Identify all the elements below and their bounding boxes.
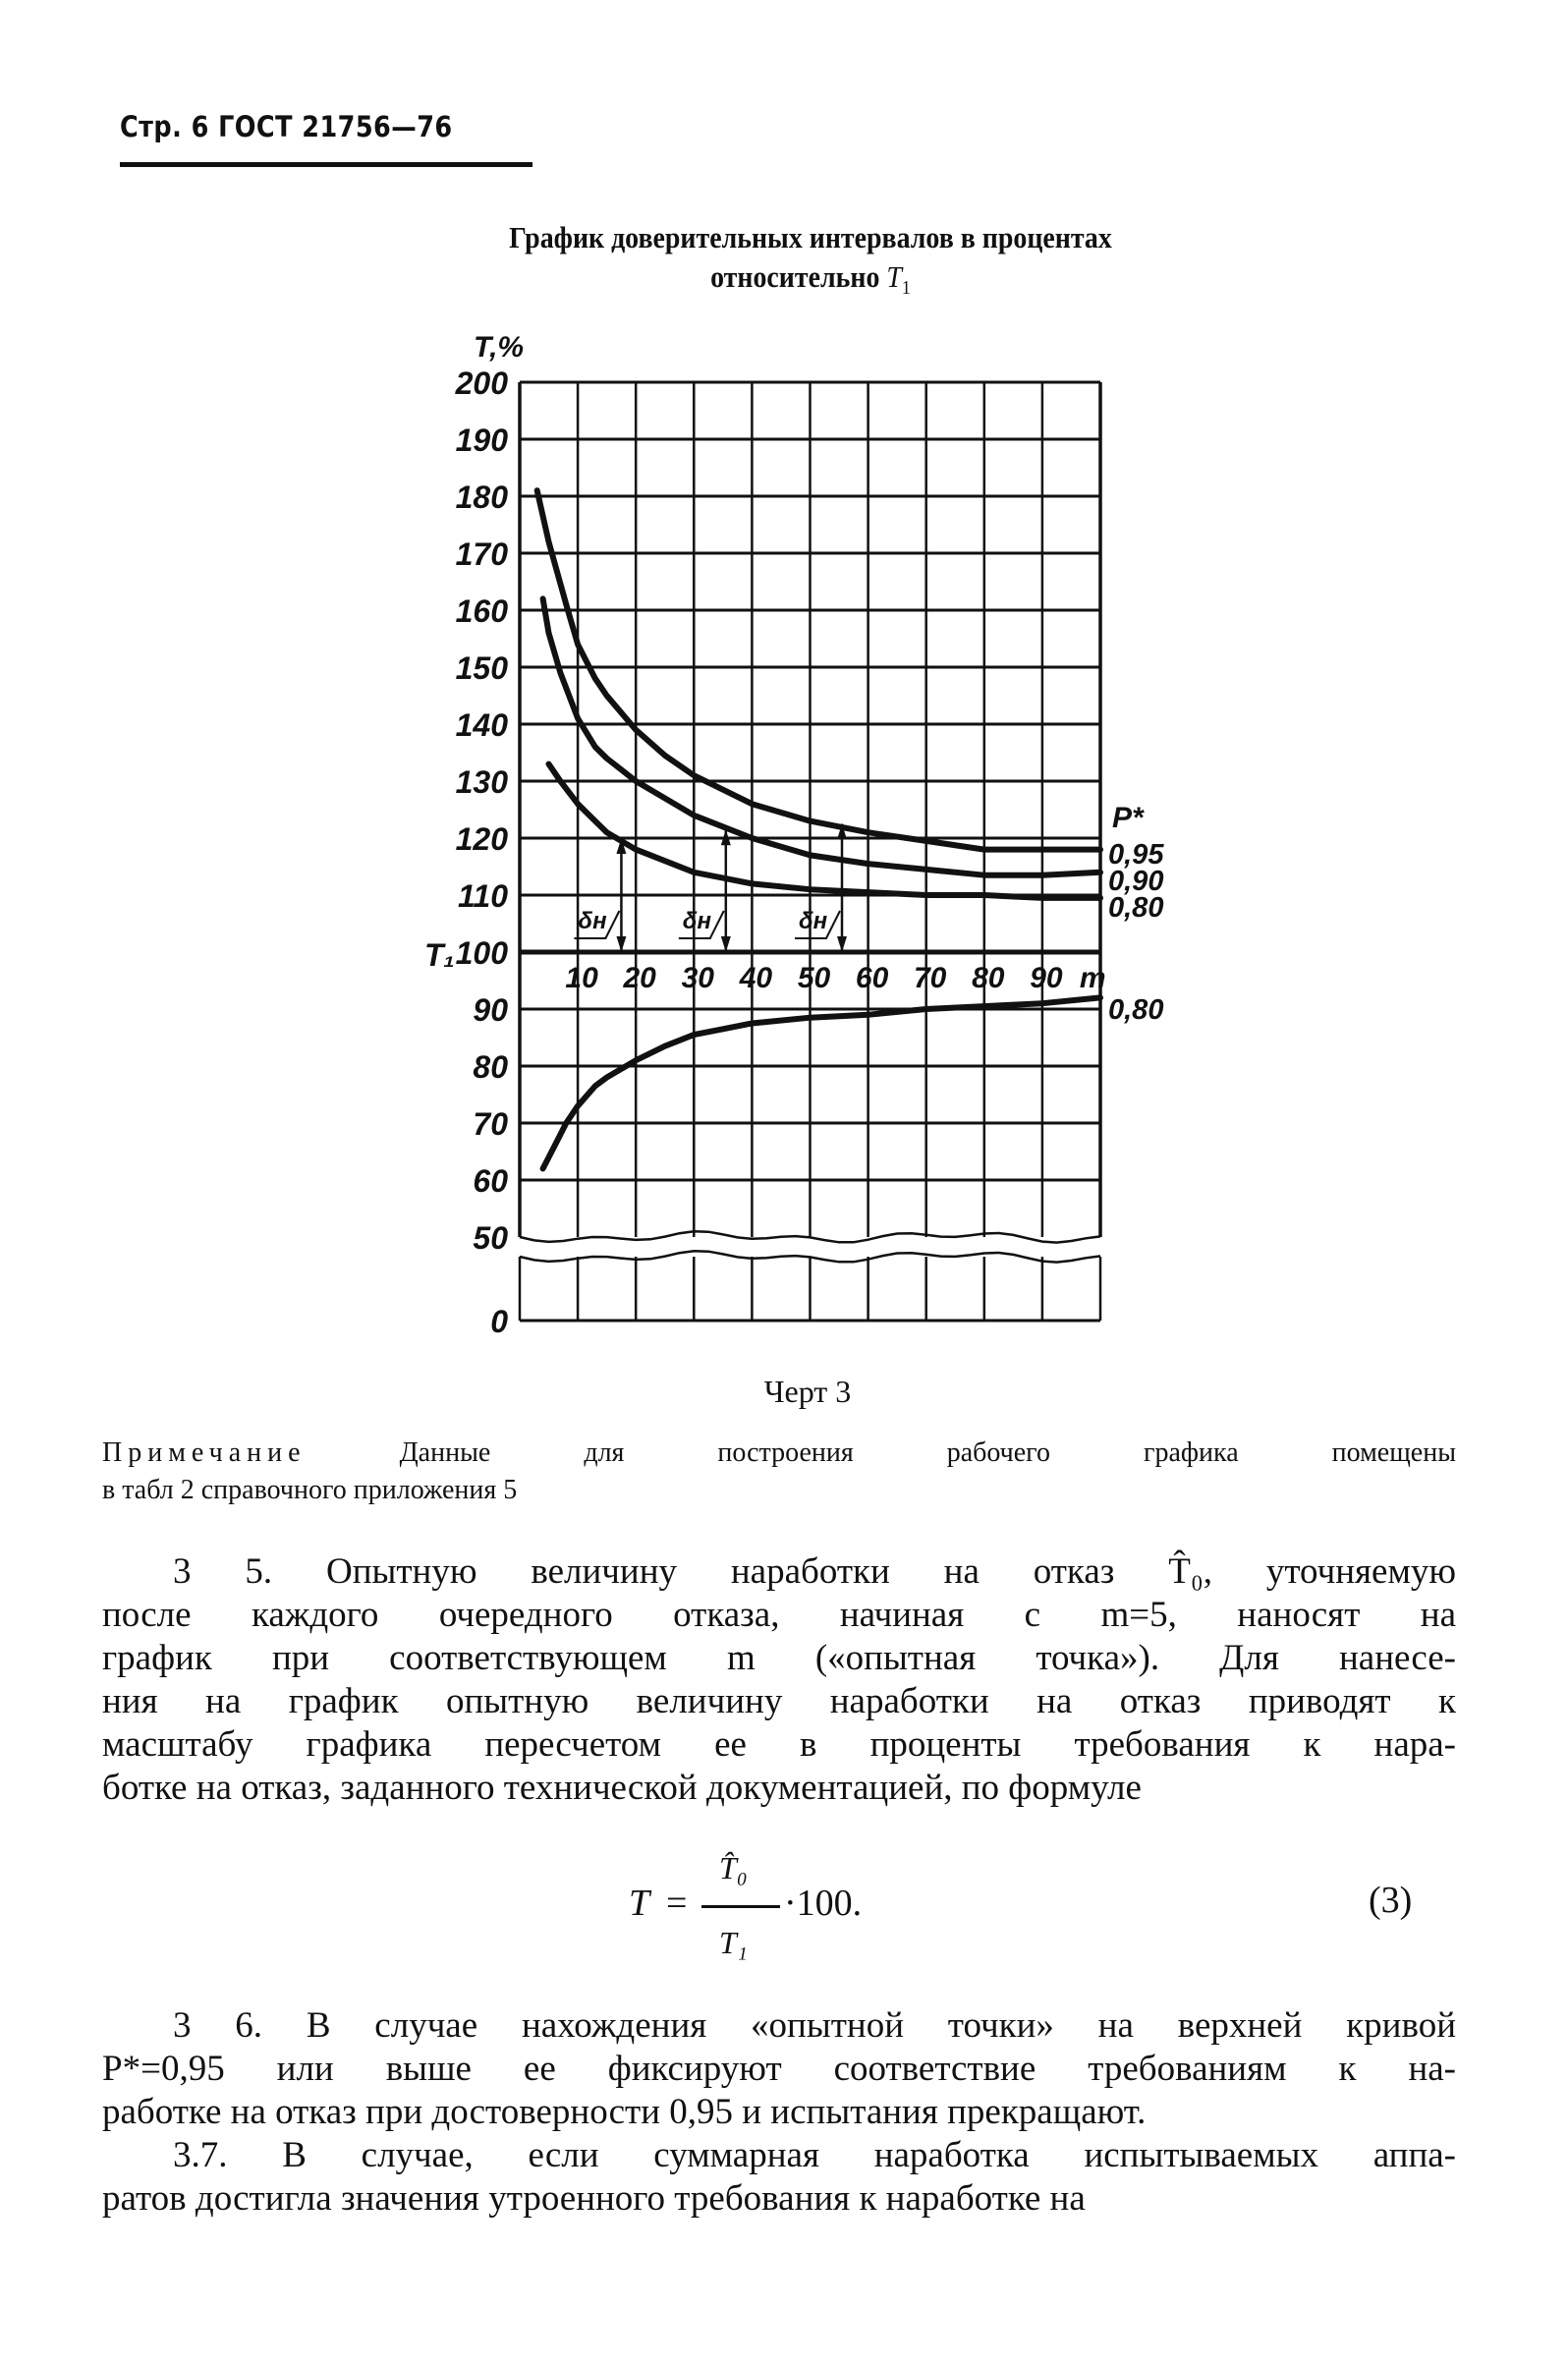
series-curve-2 bbox=[545, 760, 1103, 901]
delta-label: δн bbox=[799, 908, 828, 934]
paragraph-3-5: 3 5. Опытную величину наработки на отказ… bbox=[102, 1550, 1456, 1810]
x-tick-label: 10 bbox=[565, 962, 598, 994]
y-tick-label: 80 bbox=[473, 1049, 508, 1085]
arrowhead-up bbox=[837, 823, 848, 840]
paragraph-3-7: 3.7. В случае, если суммарная наработка … bbox=[102, 2134, 1456, 2221]
chart-title-line1: График доверительных интервалов в процен… bbox=[509, 220, 1112, 254]
series-label: 0,80 bbox=[1108, 892, 1163, 924]
formula-3: T = T̂₀ T₁ ·100. bbox=[629, 1842, 963, 1990]
y-tick-label: 120 bbox=[456, 821, 509, 857]
equation-number: (3) bbox=[1369, 1880, 1413, 1921]
axis-break-wave bbox=[519, 1249, 1101, 1264]
text-line: после каждого очередного отказа, начиная… bbox=[102, 1595, 1456, 1635]
note-line: Примечание Данные для построения рабочег… bbox=[102, 1435, 1456, 1472]
delta-leader bbox=[795, 910, 841, 939]
y-tick-label: 90 bbox=[473, 992, 508, 1028]
note-label: Примечание bbox=[102, 1437, 307, 1468]
series-label: 0,95 bbox=[1108, 839, 1164, 871]
arrowhead-down bbox=[616, 936, 627, 952]
y-tick-label: 160 bbox=[456, 593, 509, 629]
note: Примечание Данные для построения рабочег… bbox=[102, 1435, 1456, 1509]
paragraph-3-6: 3 6. В случае нахождения «опытной точки»… bbox=[102, 2004, 1456, 2134]
note-line: в табл 2 справочного приложения 5 bbox=[102, 1475, 518, 1505]
y-tick-label: 60 bbox=[473, 1163, 508, 1199]
series-curve-0 bbox=[533, 487, 1103, 853]
delta-label: δн bbox=[683, 908, 712, 934]
series-curve-1 bbox=[539, 595, 1103, 878]
header-rule bbox=[120, 162, 532, 167]
text-line: график при соответствующем m («опытная т… bbox=[102, 1638, 1456, 1678]
y-tick-label: 130 bbox=[456, 764, 509, 800]
delta-leader bbox=[678, 910, 725, 939]
chart-title-line2: относительно T1 bbox=[347, 257, 1275, 308]
series-label: 0,80 bbox=[1108, 994, 1163, 1026]
y-tick-label: 70 bbox=[473, 1106, 508, 1142]
x-tick-label: 70 bbox=[914, 962, 947, 994]
y-tick-label: 180 bbox=[456, 479, 509, 515]
x-tick-label: 80 bbox=[972, 962, 1005, 994]
delta-label: δн bbox=[578, 908, 607, 934]
x-axis-label: m bbox=[1080, 962, 1106, 994]
series-label: 0,90 bbox=[1108, 866, 1163, 897]
text-line: работке на отказ при достоверности 0,95 … bbox=[102, 2092, 1147, 2132]
y-axis-label: T,% bbox=[474, 331, 524, 364]
y-tick-label: 100 bbox=[456, 935, 509, 971]
title-subscript: 1 bbox=[901, 277, 911, 300]
y-tick-label: 140 bbox=[456, 707, 509, 743]
text-line: 3 6. В случае нахождения «опытной точки»… bbox=[173, 2005, 1456, 2046]
x-tick-label: 50 bbox=[798, 962, 831, 994]
y-tick-label: 0 bbox=[490, 1304, 508, 1339]
text-line: ботке на отказ, заданного технической до… bbox=[102, 1768, 1142, 1808]
arrowhead-up bbox=[720, 829, 731, 846]
title-symbol: T bbox=[886, 259, 902, 294]
y-tick-label: 170 bbox=[456, 536, 509, 572]
formula-lhs: T bbox=[629, 1883, 650, 1924]
text-line: ния на график опытную величину наработки… bbox=[102, 1681, 1456, 1721]
series-curve-3 bbox=[539, 994, 1103, 1172]
x-tick-label: 90 bbox=[1030, 962, 1063, 994]
text-line: 3 5. Опытную величину наработки на отказ… bbox=[173, 1551, 1456, 1592]
note-text: Данные для построения рабочего графика п… bbox=[399, 1437, 1457, 1468]
y-tick-label: 50 bbox=[473, 1220, 508, 1256]
confidence-interval-chart: 2001901801701601501401301201101009080706… bbox=[424, 331, 1164, 1339]
figure-caption: Черт 3 bbox=[763, 1374, 852, 1409]
formula-eq: = bbox=[666, 1883, 688, 1924]
x-tick-label: 40 bbox=[739, 962, 773, 994]
x-tick-label: 20 bbox=[623, 962, 657, 994]
x-tick-label: 30 bbox=[682, 962, 715, 994]
formula-denominator: T₁ bbox=[719, 1925, 748, 1960]
arrowhead-down bbox=[720, 936, 731, 952]
formula-factor: ·100. bbox=[784, 1883, 863, 1924]
axis-break-wave bbox=[519, 1229, 1101, 1244]
y-tick-label: 190 bbox=[456, 422, 509, 458]
legend-title: P* bbox=[1112, 802, 1145, 834]
x-tick-label: 60 bbox=[856, 962, 889, 994]
fraction-bar bbox=[701, 1905, 780, 1908]
delta-leader bbox=[574, 910, 621, 939]
arrowhead-up bbox=[616, 838, 627, 854]
y-tick-label: 200 bbox=[455, 366, 509, 401]
text-line: ратов достигла значения утроенного требо… bbox=[102, 2178, 1086, 2219]
page-header: Стр. 6 ГОСТ 21756—76 bbox=[120, 110, 453, 143]
t1-reference-label: T₁ bbox=[424, 937, 455, 973]
text-line: масштабу графика пересчетом ее в процент… bbox=[102, 1724, 1456, 1765]
chart-title: График доверительных интервалов в процен… bbox=[347, 218, 1275, 308]
y-tick-label: 150 bbox=[456, 650, 509, 686]
title-text: относительно bbox=[710, 259, 880, 294]
formula-numerator: T̂₀ bbox=[719, 1850, 748, 1886]
arrowhead-down bbox=[837, 936, 848, 952]
text-line: 3.7. В случае, если суммарная наработка … bbox=[173, 2135, 1456, 2175]
text-line: P*=0,95 или выше ее фиксируют соответств… bbox=[102, 2049, 1456, 2089]
y-tick-label: 110 bbox=[458, 878, 508, 914]
